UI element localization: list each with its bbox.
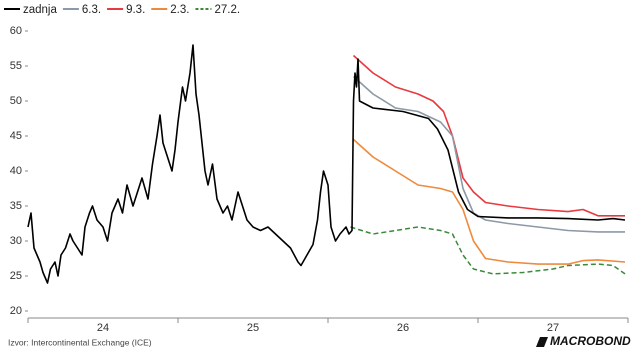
y-tick-label: 20 — [10, 305, 22, 317]
legend-label: zadnja — [23, 4, 57, 16]
y-tick-label: 25 — [10, 270, 22, 282]
series-line — [27, 44, 626, 284]
legend-label: 6.3. — [82, 4, 101, 16]
y-tick-label: 55 — [10, 60, 22, 72]
y-tick-label: 45 — [10, 130, 22, 142]
y-tick-label: 40 — [10, 165, 22, 177]
x-tick-label: 24 — [97, 322, 109, 334]
y-tick-label: 60 — [10, 25, 22, 37]
series-line — [352, 75, 625, 233]
brand: MACROBOND — [550, 334, 631, 348]
y-tick-label: 50 — [10, 95, 22, 107]
series-line — [352, 54, 625, 217]
source: Izvor: Intercontinental Exchange (ICE) — [8, 337, 152, 347]
y-tick-label: 30 — [10, 235, 22, 247]
x-tick-label: 27 — [547, 322, 559, 334]
series-line — [352, 138, 626, 265]
legend-label: 27.2. — [214, 4, 240, 16]
y-tick-label: 35 — [10, 200, 22, 212]
x-tick-label: 25 — [247, 322, 259, 334]
legend-label: 9.3. — [126, 4, 145, 16]
legend-label: 2.3. — [170, 4, 189, 16]
brand-logo: MACROBOND — [536, 334, 631, 348]
series-line — [350, 226, 626, 275]
x-tick-label: 26 — [397, 322, 409, 334]
